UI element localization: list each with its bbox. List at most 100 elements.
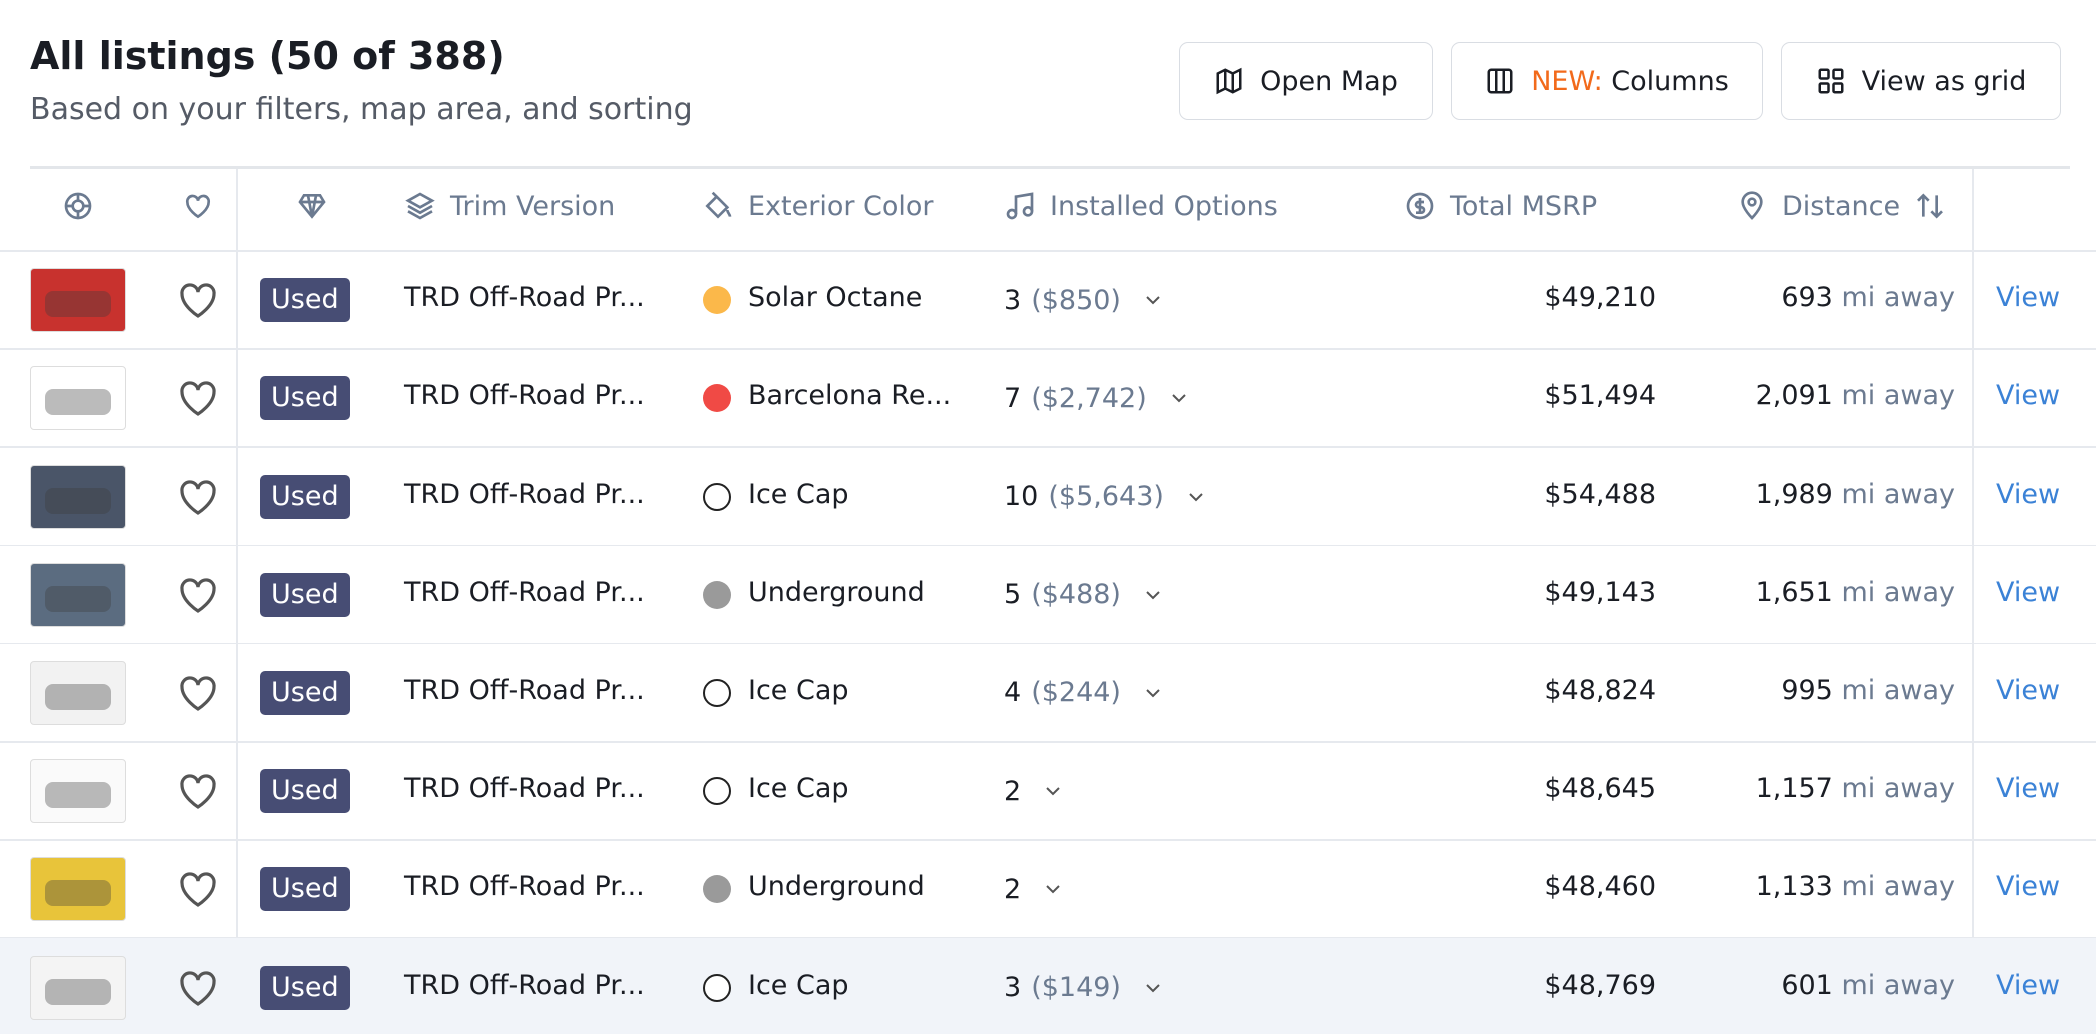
favorite-button[interactable] xyxy=(174,374,222,422)
header-label: Trim Version xyxy=(450,190,616,222)
trim: TRD Off-Road Pr... xyxy=(404,282,645,314)
thumbnail xyxy=(30,562,126,627)
total-msrp: $48,769 xyxy=(1544,969,1656,1001)
color-swatch xyxy=(703,384,731,413)
color-swatch xyxy=(703,777,731,806)
distance-value: 1,989 xyxy=(1755,478,1833,510)
total-msrp: $48,824 xyxy=(1544,674,1656,706)
title: All listings (50 of 388) xyxy=(30,34,505,78)
view-link[interactable]: View xyxy=(1996,282,2061,314)
total-msrp: $54,488 xyxy=(1544,478,1656,510)
condition-badge: Used xyxy=(260,572,350,617)
favorite-button[interactable] xyxy=(174,669,222,717)
condition-badge: Used xyxy=(260,769,350,814)
column-header: Total MSRP xyxy=(1404,190,1597,222)
expand-chevron[interactable] xyxy=(1141,681,1165,705)
installed-options[interactable]: 10 ($5,643) xyxy=(1004,477,1208,517)
favorite-button[interactable] xyxy=(174,473,222,521)
distance: 1,133 mi away xyxy=(1756,871,1955,902)
total-msrp: $49,210 xyxy=(1544,282,1656,314)
column-divider xyxy=(236,169,238,1034)
expand-chevron[interactable] xyxy=(1141,976,1165,1000)
trim: TRD Off-Road Pr... xyxy=(404,380,645,412)
button-label: View as grid xyxy=(1861,65,2027,97)
favorite-button[interactable] xyxy=(174,276,222,324)
options-count: 3 xyxy=(1004,972,1022,1003)
expand-chevron[interactable] xyxy=(1141,288,1165,312)
column-divider xyxy=(1972,169,1974,1034)
options-price: ($2,742) xyxy=(1031,382,1147,414)
installed-options[interactable]: 5 ($488) xyxy=(1004,575,1165,615)
favorite-button[interactable] xyxy=(174,767,222,815)
distance-value: 601 xyxy=(1781,969,1833,1001)
condition-badge: Used xyxy=(260,965,350,1010)
distance-value: 995 xyxy=(1781,674,1833,706)
thumbnail xyxy=(30,759,126,824)
view-link[interactable]: View xyxy=(1996,773,2061,805)
expand-chevron[interactable] xyxy=(1041,779,1065,803)
column-header[interactable]: Distance xyxy=(1736,190,1946,222)
thumbnail xyxy=(30,366,126,431)
view-link[interactable]: View xyxy=(1996,478,2061,510)
distance-unit: mi away xyxy=(1841,871,1955,903)
distance: 601 mi away xyxy=(1781,970,1955,1001)
favorite-button[interactable] xyxy=(174,964,222,1012)
total-msrp: $51,494 xyxy=(1544,380,1656,412)
distance-unit: mi away xyxy=(1841,969,1955,1001)
subtitle: Based on your filters, map area, and sor… xyxy=(30,92,693,127)
total-msrp: $48,645 xyxy=(1544,773,1656,805)
condition-badge: Used xyxy=(260,867,350,912)
options-price: ($149) xyxy=(1031,972,1121,1003)
open-map-button[interactable]: Open Map xyxy=(1179,42,1433,120)
view-link[interactable]: View xyxy=(1996,576,2061,608)
row-divider xyxy=(0,250,2096,252)
expand-chevron[interactable] xyxy=(1141,583,1165,607)
expand-chevron[interactable] xyxy=(1184,485,1208,509)
row-divider xyxy=(0,642,2096,645)
color-swatch xyxy=(703,286,731,315)
condition-badge: Used xyxy=(260,670,350,715)
map-icon xyxy=(1216,67,1242,95)
condition-badge: Used xyxy=(260,376,350,421)
installed-options[interactable]: 3 ($149) xyxy=(1004,968,1165,1008)
color-name: Underground xyxy=(748,576,925,608)
column-header: Installed Options xyxy=(1004,190,1278,222)
color-name: Barcelona Re... xyxy=(748,380,952,412)
row-divider xyxy=(0,839,2096,841)
expand-chevron[interactable] xyxy=(1041,877,1065,901)
view-link[interactable]: View xyxy=(1996,871,2061,903)
condition-header xyxy=(296,190,328,222)
total-msrp: $49,143 xyxy=(1544,576,1656,608)
view-link[interactable]: View xyxy=(1996,674,2061,706)
distance-value: 2,091 xyxy=(1755,380,1833,412)
options-count: 4 xyxy=(1004,677,1022,709)
distance-unit: mi away xyxy=(1841,773,1955,805)
expand-chevron[interactable] xyxy=(1167,386,1191,410)
car-shape xyxy=(45,291,111,318)
installed-options[interactable]: 2 xyxy=(1004,869,1065,909)
installed-options[interactable]: 3 ($850) xyxy=(1004,280,1165,320)
button-label: Open Map xyxy=(1260,65,1398,97)
favorite-button[interactable] xyxy=(174,571,222,619)
installed-options[interactable]: 7 ($2,742) xyxy=(1004,378,1191,418)
color-name: Ice Cap xyxy=(748,478,849,510)
options-count: 2 xyxy=(1004,873,1022,905)
columns-button[interactable]: NEW: Columns xyxy=(1451,42,1763,120)
installed-options[interactable]: 4 ($244) xyxy=(1004,673,1165,713)
grid-icon xyxy=(1818,68,1844,94)
distance-value: 1,651 xyxy=(1755,576,1833,608)
condition-badge: Used xyxy=(260,474,350,519)
installed-options[interactable]: 2 xyxy=(1004,771,1065,811)
options-price: ($850) xyxy=(1031,284,1121,316)
color-name: Ice Cap xyxy=(748,674,849,706)
distance-value: 693 xyxy=(1781,282,1833,314)
view-link[interactable]: View xyxy=(1996,969,2061,1001)
columns-icon xyxy=(1487,68,1513,94)
view-grid-button[interactable]: View as grid xyxy=(1781,42,2061,120)
color-name: Ice Cap xyxy=(748,969,849,1001)
distance: 693 mi away xyxy=(1781,282,1955,313)
favorite-button[interactable] xyxy=(174,865,222,913)
view-link[interactable]: View xyxy=(1996,380,2061,412)
trim: TRD Off-Road Pr... xyxy=(404,871,645,903)
